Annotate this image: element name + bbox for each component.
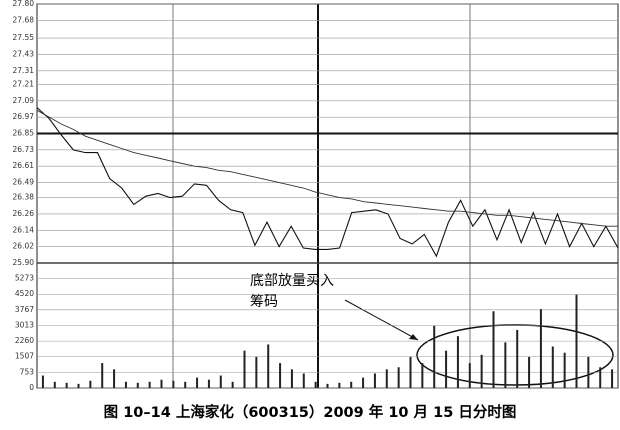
volume-bar [243, 350, 246, 388]
y-tick-label: 27.55 [13, 33, 35, 42]
volume-bar [409, 356, 412, 388]
arrow-line [344, 299, 419, 341]
y-tick-label: 4520 [15, 289, 34, 298]
volume-bar [53, 381, 56, 388]
volume-bar [539, 309, 542, 388]
volume-bar [267, 344, 270, 388]
volume-bar [326, 383, 329, 388]
volume-bar [433, 325, 436, 388]
volume-bar [373, 373, 376, 388]
caption: 图 10–14 上海家化（600315）2009 年 10 月 15 日分时图 [104, 403, 517, 421]
volume-bar [290, 369, 293, 388]
y-tick-label: 26.02 [13, 242, 35, 251]
volume-bar [575, 294, 578, 388]
volume-bar [528, 356, 531, 388]
volume-bar [421, 363, 424, 388]
volume-bar [136, 382, 139, 388]
y-tick-label: 2260 [15, 336, 34, 345]
volume-bar [551, 346, 554, 388]
y-tick-label: 26.14 [13, 225, 35, 234]
volume-bar [480, 354, 483, 388]
y-tick-label: 26.73 [13, 145, 35, 154]
y-tick-label: 26.61 [13, 161, 35, 170]
price-line [36, 107, 619, 258]
volume-bar [255, 356, 258, 388]
y-tick-label: 27.68 [13, 15, 35, 24]
y-tick-label: 27.21 [13, 79, 35, 88]
volume-bar [77, 383, 80, 388]
y-tick-label: 753 [20, 367, 35, 376]
volume-bar [516, 329, 519, 388]
arrow-head [409, 334, 418, 340]
y-tick-label: 0 [29, 383, 34, 392]
y-tick-label: 5273 [15, 274, 34, 283]
volume-bar [148, 381, 151, 388]
y-tick-label: 3767 [15, 305, 34, 314]
volume-bar [611, 369, 614, 388]
volume-bar [302, 373, 305, 388]
volume-bar [41, 375, 44, 388]
volume-bar [587, 356, 590, 388]
volume-bar [89, 380, 92, 388]
y-tick-label: 26.38 [13, 193, 35, 202]
annotation: 筹码 [250, 293, 278, 310]
volume-bar [219, 375, 222, 388]
volume-bar [456, 336, 459, 388]
volume-bar [207, 379, 210, 388]
volume-bar [196, 377, 199, 388]
volume-bar [184, 381, 187, 388]
volume-bar [113, 369, 116, 388]
volume-bar [563, 352, 566, 388]
volume-bar [231, 381, 234, 388]
volume-bar [160, 379, 163, 388]
volume-bar [350, 381, 353, 388]
volume-bar [599, 367, 602, 388]
y-tick-label: 3013 [15, 321, 34, 330]
volume-bar [362, 377, 365, 388]
y-tick-label: 25.90 [13, 258, 35, 267]
y-tick-label: 27.31 [13, 66, 35, 75]
volume-bar [279, 363, 282, 388]
y-tick-label: 27.43 [13, 49, 35, 58]
volume-bar [385, 369, 388, 388]
volume-bar [172, 380, 175, 388]
volume-bar [314, 381, 317, 388]
volume-bar [468, 363, 471, 388]
volume-bar [101, 363, 104, 388]
volume-bar [504, 342, 507, 388]
y-tick-label: 1507 [15, 352, 34, 361]
price-line [36, 109, 618, 227]
y-tick-label: 26.49 [13, 178, 35, 187]
y-tick-label: 27.80 [13, 0, 35, 8]
frame [36, 3, 619, 389]
y-tick-label: 26.26 [13, 209, 35, 218]
y-tick-label: 27.09 [13, 96, 35, 105]
y-tick-label: 26.97 [13, 112, 35, 121]
volume-bar [338, 382, 341, 388]
volume-bar [124, 381, 127, 388]
volume-bar [445, 350, 448, 388]
annotation: 底部放量买入 [250, 273, 334, 289]
volume-bar [492, 311, 495, 388]
y-tick-label: 26.85 [13, 129, 35, 138]
highlight-ellipse [416, 324, 614, 386]
volume-bar [397, 367, 400, 388]
volume-bar [65, 382, 68, 388]
